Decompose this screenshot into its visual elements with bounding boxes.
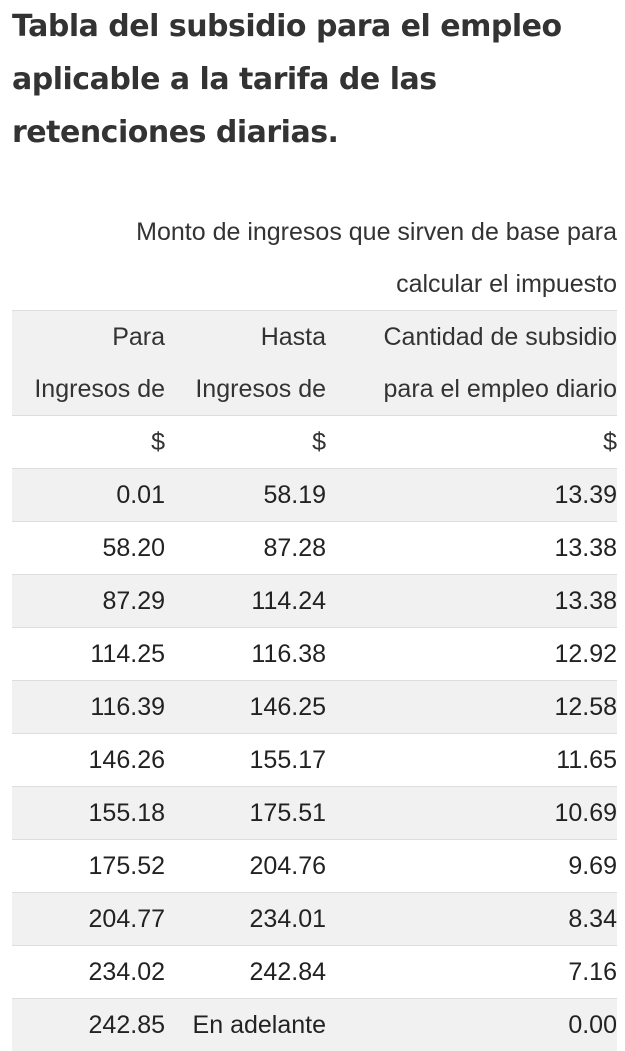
- subsidy-amount-cell: 0.00: [326, 999, 617, 1051]
- upper-limit-cell: 234.01: [165, 893, 326, 946]
- currency-cell-2: $: [165, 416, 326, 469]
- lower-limit-cell: 114.25: [12, 628, 165, 681]
- col1-header-line-2: Ingresos de: [12, 363, 165, 416]
- subsidy-amount-cell: 11.65: [326, 734, 617, 787]
- col3-header-line-2: para el empleo diario: [326, 363, 617, 416]
- table-row: 204.77 234.01 8.34: [12, 893, 617, 946]
- subsidy-amount-cell: 10.69: [326, 787, 617, 840]
- column-header-row-2: Ingresos de Ingresos de para el empleo d…: [12, 363, 617, 416]
- table-row: 114.25 116.38 12.92: [12, 628, 617, 681]
- subsidy-amount-cell: 7.16: [326, 946, 617, 999]
- table-row: 87.29 114.24 13.38: [12, 575, 617, 628]
- lower-limit-cell: 0.01: [12, 469, 165, 522]
- subsidy-amount-cell: 13.38: [326, 522, 617, 575]
- upper-limit-cell: 204.76: [165, 840, 326, 893]
- table-row: 116.39 146.25 12.58: [12, 681, 617, 734]
- upper-limit-cell: 87.28: [165, 522, 326, 575]
- subsidy-table: Monto de ingresos que sirven de base par…: [12, 206, 617, 1051]
- group-header-row-2: calcular el impuesto: [12, 258, 617, 311]
- upper-limit-cell: 175.51: [165, 787, 326, 840]
- upper-limit-cell: 116.38: [165, 628, 326, 681]
- lower-limit-cell: 242.85: [12, 999, 165, 1051]
- col2-header-line-1: Hasta: [165, 311, 326, 364]
- upper-limit-cell: 58.19: [165, 469, 326, 522]
- subsidy-amount-cell: 13.39: [326, 469, 617, 522]
- col2-header-line-2: Ingresos de: [165, 363, 326, 416]
- lower-limit-cell: 155.18: [12, 787, 165, 840]
- upper-limit-cell: 114.24: [165, 575, 326, 628]
- upper-limit-cell: 146.25: [165, 681, 326, 734]
- table-row: 242.85 En adelante 0.00: [12, 999, 617, 1051]
- col3-header-line-1: Cantidad de subsidio: [326, 311, 617, 364]
- subsidy-amount-cell: 12.92: [326, 628, 617, 681]
- lower-limit-cell: 146.26: [12, 734, 165, 787]
- upper-limit-cell: 242.84: [165, 946, 326, 999]
- col1-header-line-1: Para: [12, 311, 165, 364]
- group-header-line-2: calcular el impuesto: [12, 258, 617, 311]
- page-title: Tabla del subsidio para el empleo aplica…: [12, 0, 612, 159]
- table-row: 175.52 204.76 9.69: [12, 840, 617, 893]
- lower-limit-cell: 116.39: [12, 681, 165, 734]
- currency-row: $ $ $: [12, 416, 617, 469]
- lower-limit-cell: 234.02: [12, 946, 165, 999]
- currency-cell-3: $: [326, 416, 617, 469]
- table-row: 155.18 175.51 10.69: [12, 787, 617, 840]
- table-row: 146.26 155.17 11.65: [12, 734, 617, 787]
- subsidy-amount-cell: 12.58: [326, 681, 617, 734]
- table-row: 234.02 242.84 7.16: [12, 946, 617, 999]
- subsidy-table-body: Monto de ingresos que sirven de base par…: [12, 206, 617, 1051]
- subsidy-amount-cell: 13.38: [326, 575, 617, 628]
- subsidy-amount-cell: 8.34: [326, 893, 617, 946]
- group-header-row-1: Monto de ingresos que sirven de base par…: [12, 206, 617, 258]
- lower-limit-cell: 87.29: [12, 575, 165, 628]
- upper-limit-cell: 155.17: [165, 734, 326, 787]
- subsidy-amount-cell: 9.69: [326, 840, 617, 893]
- currency-cell-1: $: [12, 416, 165, 469]
- lower-limit-cell: 204.77: [12, 893, 165, 946]
- column-header-row-1: Para Hasta Cantidad de subsidio: [12, 311, 617, 364]
- lower-limit-cell: 58.20: [12, 522, 165, 575]
- upper-limit-cell: En adelante: [165, 999, 326, 1051]
- group-header-line-1: Monto de ingresos que sirven de base par…: [12, 206, 617, 258]
- lower-limit-cell: 175.52: [12, 840, 165, 893]
- table-row: 0.01 58.19 13.39: [12, 469, 617, 522]
- table-row: 58.20 87.28 13.38: [12, 522, 617, 575]
